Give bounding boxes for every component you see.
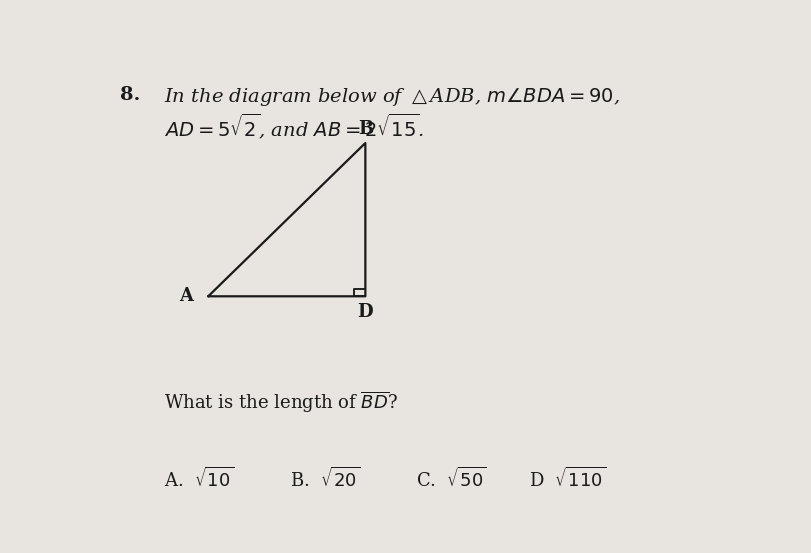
Text: In the diagram below of $\triangle$ADB, $m\angle BDA = 90$,: In the diagram below of $\triangle$ADB, … — [164, 86, 620, 107]
Text: A: A — [179, 288, 193, 305]
Text: B.  $\sqrt{20}$: B. $\sqrt{20}$ — [290, 467, 360, 491]
Text: A.  $\sqrt{10}$: A. $\sqrt{10}$ — [164, 467, 234, 491]
Text: C.  $\sqrt{50}$: C. $\sqrt{50}$ — [415, 467, 487, 491]
Text: $AD = 5\sqrt{2}$, and $AB = 2\sqrt{15}$.: $AD = 5\sqrt{2}$, and $AB = 2\sqrt{15}$. — [164, 111, 425, 140]
Text: D: D — [358, 304, 373, 321]
Text: 8.: 8. — [120, 86, 140, 103]
Text: D  $\sqrt{110}$: D $\sqrt{110}$ — [529, 467, 606, 491]
Text: B: B — [358, 121, 373, 138]
Text: What is the length of $\overline{BD}$?: What is the length of $\overline{BD}$? — [164, 390, 398, 415]
